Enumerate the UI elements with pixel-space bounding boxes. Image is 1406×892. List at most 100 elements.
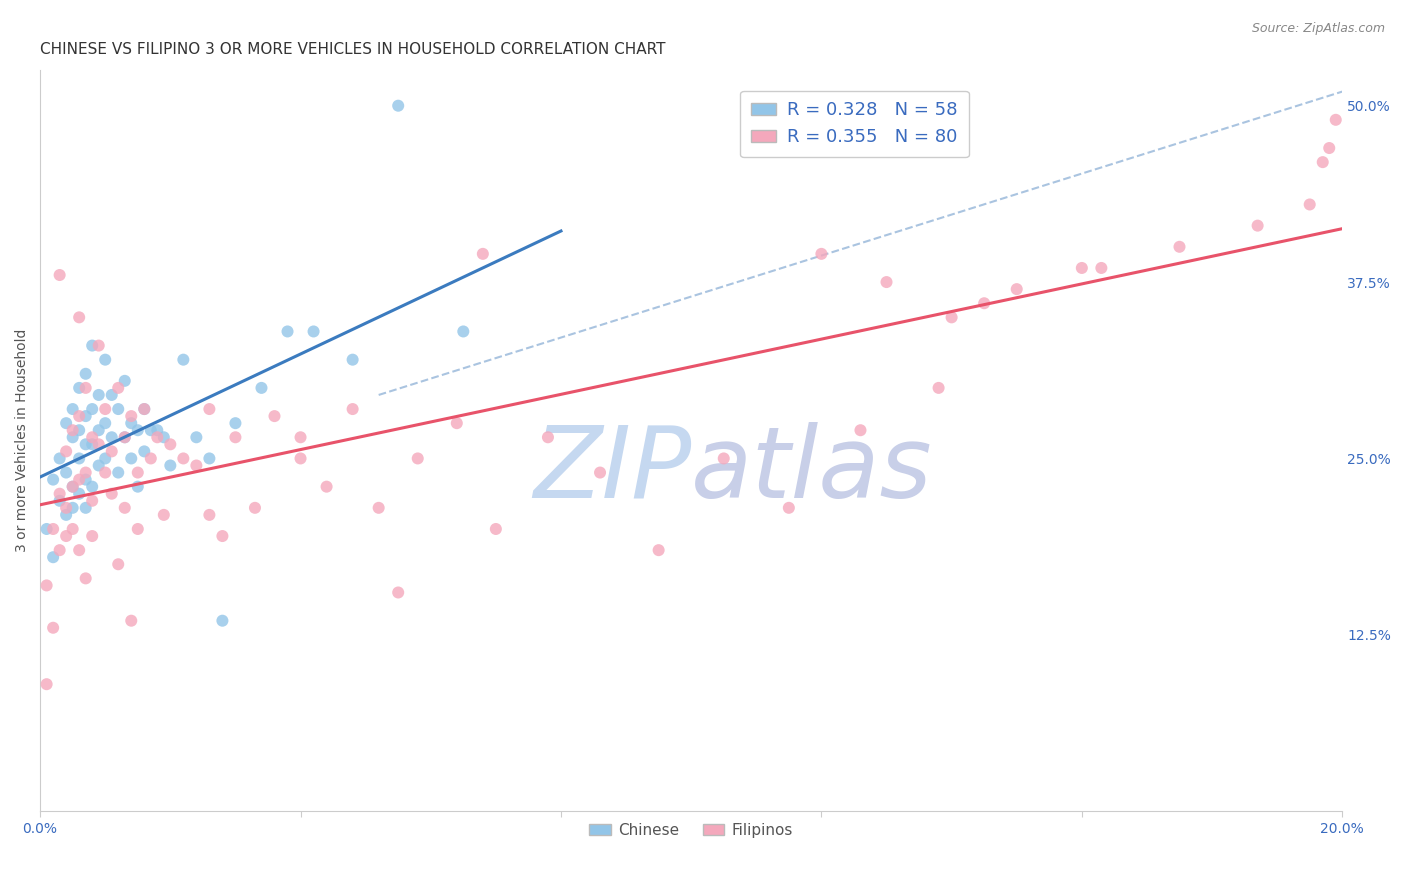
Point — [120, 409, 142, 423]
Point — [198, 508, 221, 522]
Point — [810, 247, 832, 261]
Point — [55, 500, 77, 515]
Point — [100, 388, 122, 402]
Point — [243, 500, 266, 515]
Point — [849, 423, 872, 437]
Point — [134, 402, 156, 417]
Point — [87, 388, 110, 402]
Point — [48, 493, 70, 508]
Point — [139, 451, 162, 466]
Point — [55, 508, 77, 522]
Point — [35, 578, 58, 592]
Point — [1005, 282, 1028, 296]
Point — [127, 423, 149, 437]
Point — [82, 529, 104, 543]
Point — [1090, 260, 1112, 275]
Point — [67, 543, 90, 558]
Point — [42, 550, 65, 565]
Point — [120, 614, 142, 628]
Point — [100, 486, 122, 500]
Point — [290, 430, 312, 444]
Point — [172, 451, 194, 466]
Point — [35, 677, 58, 691]
Point — [107, 402, 129, 417]
Point — [127, 466, 149, 480]
Point — [276, 325, 298, 339]
Point — [75, 571, 97, 585]
Point — [55, 444, 77, 458]
Text: atlas: atlas — [692, 422, 932, 519]
Point — [224, 416, 246, 430]
Point — [1299, 197, 1322, 211]
Point — [446, 416, 468, 430]
Point — [928, 381, 950, 395]
Point — [107, 466, 129, 480]
Point — [224, 430, 246, 444]
Point — [876, 275, 898, 289]
Point — [387, 585, 409, 599]
Point — [941, 310, 963, 325]
Point — [75, 367, 97, 381]
Point — [134, 402, 156, 417]
Point — [302, 325, 325, 339]
Point — [186, 430, 208, 444]
Point — [172, 352, 194, 367]
Point — [48, 486, 70, 500]
Point — [67, 451, 90, 466]
Point — [453, 325, 475, 339]
Point — [87, 338, 110, 352]
Point — [82, 480, 104, 494]
Point — [1070, 260, 1092, 275]
Point — [62, 423, 84, 437]
Point — [87, 458, 110, 473]
Point — [1324, 112, 1347, 127]
Point — [1312, 155, 1334, 169]
Point — [42, 621, 65, 635]
Point — [186, 458, 208, 473]
Point — [153, 508, 176, 522]
Point — [367, 500, 389, 515]
Point — [67, 486, 90, 500]
Text: ZIP: ZIP — [533, 422, 692, 519]
Point — [537, 430, 560, 444]
Point — [67, 381, 90, 395]
Point — [94, 352, 117, 367]
Point — [94, 402, 117, 417]
Y-axis label: 3 or more Vehicles in Household: 3 or more Vehicles in Household — [15, 329, 30, 552]
Point — [55, 416, 77, 430]
Point — [75, 437, 97, 451]
Point — [153, 430, 176, 444]
Point — [82, 493, 104, 508]
Point — [94, 416, 117, 430]
Point — [67, 473, 90, 487]
Point — [82, 430, 104, 444]
Point — [48, 451, 70, 466]
Point — [75, 409, 97, 423]
Point — [315, 480, 337, 494]
Point — [211, 529, 233, 543]
Point — [406, 451, 429, 466]
Point — [778, 500, 800, 515]
Point — [589, 466, 612, 480]
Point — [55, 466, 77, 480]
Point — [146, 423, 169, 437]
Point — [62, 480, 84, 494]
Point — [107, 558, 129, 572]
Point — [87, 437, 110, 451]
Point — [67, 409, 90, 423]
Point — [342, 352, 364, 367]
Point — [62, 522, 84, 536]
Point — [42, 473, 65, 487]
Legend: Chinese, Filipinos: Chinese, Filipinos — [583, 817, 799, 845]
Point — [387, 98, 409, 112]
Point — [87, 423, 110, 437]
Point — [82, 437, 104, 451]
Text: Source: ZipAtlas.com: Source: ZipAtlas.com — [1251, 22, 1385, 36]
Point — [35, 522, 58, 536]
Point — [647, 543, 669, 558]
Point — [342, 402, 364, 417]
Point — [62, 500, 84, 515]
Point — [127, 480, 149, 494]
Point — [48, 543, 70, 558]
Point — [159, 437, 181, 451]
